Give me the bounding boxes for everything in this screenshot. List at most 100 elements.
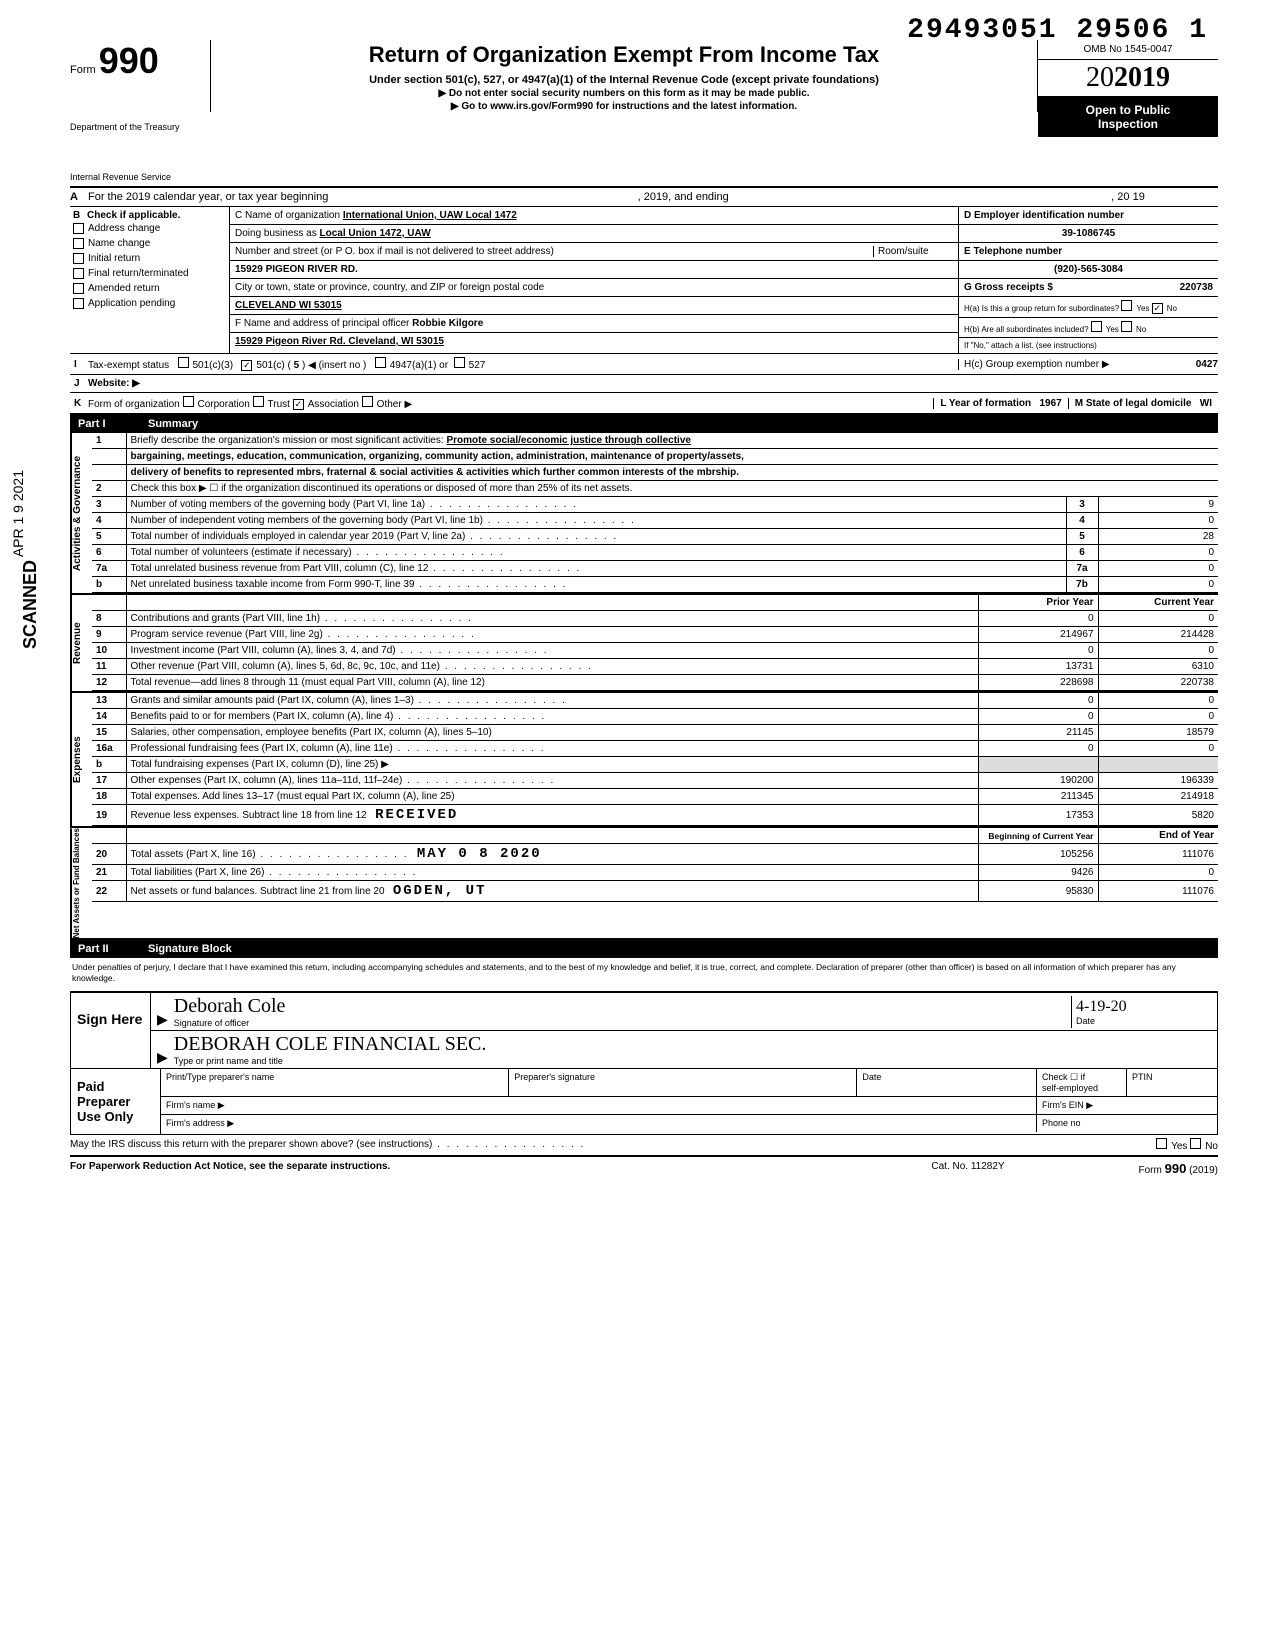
- line-5-val: 28: [1098, 529, 1218, 545]
- table-row: 21Total liabilities (Part X, line 26)942…: [92, 865, 1218, 881]
- name-label: Type or print name and title: [174, 1056, 1211, 1066]
- begin-year-header: Beginning of Current Year: [978, 828, 1098, 844]
- phone-value: (920)-565-3084: [959, 261, 1218, 279]
- shaded-cell: [978, 757, 1098, 773]
- table-row: 16aProfessional fundraising fees (Part I…: [92, 741, 1218, 757]
- ein-value: 39-1086745: [959, 225, 1218, 243]
- row-a-mid: , 2019, and ending: [328, 191, 1038, 203]
- ogden-stamp: OGDEN, UT: [393, 883, 487, 899]
- row-i: I Tax-exempt status 501(c)(3) ✓501(c) ( …: [70, 354, 1218, 375]
- row-text: Other expenses (Part IX, column (A), lin…: [131, 775, 403, 786]
- hb-note: If "No," attach a list. (see instruction…: [959, 338, 1218, 353]
- revenue-side-label: Revenue: [70, 595, 92, 691]
- checkbox-icon[interactable]: ✓: [293, 399, 304, 410]
- mission-line-1: Promote social/economic justice through …: [446, 435, 691, 446]
- checkbox-icon[interactable]: [375, 357, 386, 368]
- cb-amended-return[interactable]: Amended return: [73, 281, 226, 296]
- part-2-label: Part II: [78, 943, 148, 955]
- discuss-text: May the IRS discuss this return with the…: [70, 1139, 432, 1150]
- line-4-text: Number of independent voting members of …: [131, 515, 483, 526]
- line-6-text: Total number of volunteers (estimate if …: [131, 547, 352, 558]
- current-val: 18579: [1098, 725, 1218, 741]
- irs-label: Internal Revenue Service: [70, 172, 210, 182]
- row-a: A For the 2019 calendar year, or tax yea…: [70, 188, 1218, 207]
- checkbox-icon[interactable]: [1156, 1138, 1167, 1149]
- opt-501c: 501(c) (: [256, 360, 290, 371]
- phone-label: E Telephone number: [959, 243, 1218, 261]
- hb-label: H(b) Are all subordinates included?: [964, 325, 1089, 334]
- phone-label: Phone no: [1037, 1115, 1217, 1132]
- row-text: Contributions and grants (Part VIII, lin…: [131, 613, 321, 624]
- begin-val: 105256: [978, 844, 1098, 865]
- current-val: 0: [1098, 643, 1218, 659]
- current-year-header: Current Year: [1098, 595, 1218, 611]
- line-num: b: [92, 577, 126, 593]
- firm-addr-label: Firm's address ▶: [161, 1115, 1037, 1132]
- room-label: Room/suite: [873, 246, 953, 257]
- checkbox-icon[interactable]: [183, 396, 194, 407]
- gross-value: 220738: [1180, 282, 1213, 293]
- cb-name-change[interactable]: Name change: [73, 236, 226, 251]
- received-stamp: RECEIVED: [375, 807, 458, 823]
- cb-initial-return[interactable]: Initial return: [73, 251, 226, 266]
- row-text: Benefits paid to or for members (Part IX…: [131, 711, 394, 722]
- cat-no: Cat. No. 11282Y: [868, 1161, 1068, 1176]
- opt-4947: 4947(a)(1) or: [390, 360, 448, 371]
- cb-final-return[interactable]: Final return/terminated: [73, 266, 226, 281]
- row-text: Grants and similar amounts paid (Part IX…: [131, 695, 414, 706]
- row-text: Revenue less expenses. Subtract line 18 …: [131, 810, 367, 821]
- footer: For Paperwork Reduction Act Notice, see …: [70, 1157, 1218, 1180]
- sign-here-label: Sign Here: [71, 993, 151, 1068]
- no-label: No: [1205, 1141, 1218, 1152]
- row-j: J Website: ▶: [70, 375, 1218, 393]
- line-5-text: Total number of individuals employed in …: [131, 531, 466, 542]
- self-employed-label: self-employed: [1042, 1083, 1121, 1093]
- opt-501c-end: ) ◀ (insert no ): [302, 360, 366, 371]
- prior-val: 228698: [978, 675, 1098, 691]
- checkbox-icon[interactable]: [1190, 1138, 1201, 1149]
- row-a-left: For the 2019 calendar year, or tax year …: [88, 191, 328, 203]
- opt-corp: Corporation: [198, 399, 250, 410]
- row-text: Investment income (Part VIII, column (A)…: [131, 645, 396, 656]
- line-6-val: 0: [1098, 545, 1218, 561]
- line-4-val: 0: [1098, 513, 1218, 529]
- row-text: Total fundraising expenses (Part IX, col…: [126, 757, 978, 773]
- officer-label: F Name and address of principal officer: [235, 318, 409, 329]
- officer-addr: 15929 Pigeon River Rd. Cleveland, WI 530…: [235, 336, 444, 347]
- arrow-icon: ▶: [157, 1049, 168, 1066]
- scan-date-stamp: APR 1 9 2021: [10, 470, 26, 557]
- table-row: 13Grants and similar amounts paid (Part …: [92, 693, 1218, 709]
- table-row: 17Other expenses (Part IX, column (A), l…: [92, 773, 1218, 789]
- cb-label: Name change: [88, 238, 150, 249]
- yes-label: Yes: [1171, 1141, 1187, 1152]
- checkbox-icon[interactable]: [1121, 300, 1132, 311]
- officer-name-title: DEBORAH COLE FINANCIAL SEC.: [174, 1033, 1211, 1056]
- cb-label: Address change: [88, 223, 160, 234]
- penalty-statement: Under penalties of perjury, I declare th…: [70, 958, 1218, 986]
- checkbox-icon[interactable]: ✓: [1152, 303, 1163, 314]
- checkbox-icon[interactable]: [454, 357, 465, 368]
- cb-application-pending[interactable]: Application pending: [73, 296, 226, 311]
- line-box: 7b: [1066, 577, 1098, 593]
- row-text: Program service revenue (Part VIII, line…: [131, 629, 323, 640]
- checkbox-icon: [73, 238, 84, 249]
- opt-trust: Trust: [268, 399, 290, 410]
- checkbox-icon[interactable]: [1091, 321, 1102, 332]
- section-bcde: BCheck if applicable. Address change Nam…: [70, 207, 1218, 354]
- end-year-header: End of Year: [1098, 828, 1218, 844]
- checkbox-icon[interactable]: [253, 396, 264, 407]
- checkbox-icon[interactable]: [362, 396, 373, 407]
- table-row: bTotal fundraising expenses (Part IX, co…: [92, 757, 1218, 773]
- addr-label: Number and street (or P O. box if mail i…: [235, 246, 873, 257]
- checkbox-icon[interactable]: [178, 357, 189, 368]
- net-assets-side-label: Net Assets or Fund Balances: [70, 828, 92, 938]
- prep-date-label: Date: [857, 1069, 1037, 1096]
- part-1-title: Summary: [148, 418, 198, 430]
- checkbox-icon: [73, 253, 84, 264]
- cb-address-change[interactable]: Address change: [73, 221, 226, 236]
- line-3-text: Number of voting members of the governin…: [131, 499, 426, 510]
- checkbox-icon[interactable]: [1121, 321, 1132, 332]
- open-line-1: Open to Public: [1042, 103, 1214, 117]
- checkbox-icon[interactable]: ✓: [241, 360, 252, 371]
- check-self-employed: Check ☐ if: [1042, 1072, 1121, 1083]
